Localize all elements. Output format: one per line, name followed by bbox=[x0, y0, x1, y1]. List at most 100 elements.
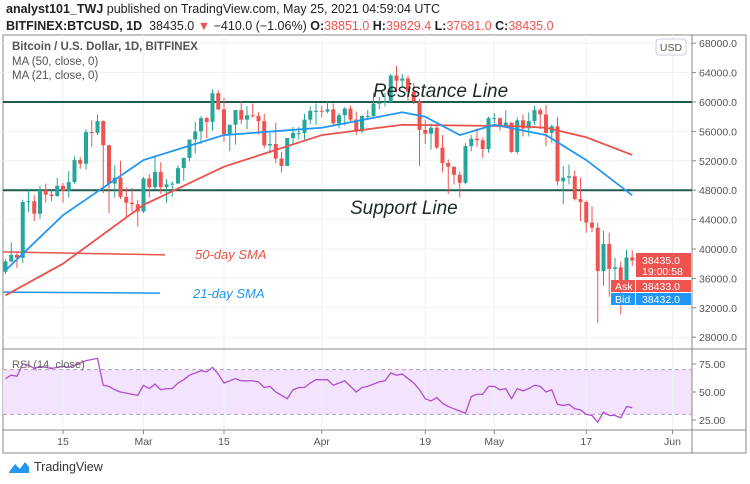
candle-body bbox=[492, 118, 497, 120]
candle-body bbox=[394, 75, 399, 81]
candle bbox=[199, 115, 203, 144]
tradingview-logo[interactable]: TradingView bbox=[8, 460, 103, 474]
candle-body bbox=[486, 118, 491, 150]
candle bbox=[319, 105, 324, 118]
candle-body bbox=[285, 138, 290, 166]
candle bbox=[118, 160, 123, 200]
candle-body bbox=[578, 199, 583, 202]
candle bbox=[250, 103, 255, 118]
candle-body bbox=[153, 171, 157, 188]
low-label: L: bbox=[434, 19, 447, 33]
candle bbox=[124, 187, 129, 219]
candle-body bbox=[72, 160, 77, 183]
candle-body bbox=[43, 190, 48, 195]
candle-body bbox=[49, 194, 54, 197]
candle bbox=[480, 137, 485, 158]
candle-body bbox=[572, 176, 577, 200]
candle bbox=[521, 114, 525, 137]
candle-body bbox=[314, 110, 318, 112]
ask-tag bbox=[611, 280, 635, 292]
candle bbox=[515, 117, 520, 155]
candle-body bbox=[61, 185, 65, 191]
candle-body bbox=[325, 109, 330, 112]
candle bbox=[561, 165, 566, 205]
candle bbox=[463, 143, 468, 185]
chart-canvas[interactable]: Resistance Line Support Line 50-day SMA 21-… bbox=[0, 0, 750, 456]
candle-body bbox=[331, 109, 336, 124]
bid-label: Bid bbox=[615, 294, 630, 306]
candle-body bbox=[348, 108, 353, 120]
candle-body bbox=[446, 163, 451, 167]
sma21-note-label: 21-day SMA bbox=[192, 286, 265, 301]
candle bbox=[503, 110, 508, 128]
candle-body bbox=[371, 103, 376, 116]
open-label: O: bbox=[310, 19, 325, 33]
candle bbox=[193, 121, 198, 154]
price-tick-label: 56000.0 bbox=[699, 126, 737, 138]
candle bbox=[613, 257, 617, 284]
candle bbox=[308, 106, 313, 125]
candle-body bbox=[15, 254, 19, 258]
candle-body bbox=[532, 110, 537, 122]
candle-body bbox=[32, 201, 37, 214]
candle-body bbox=[319, 110, 324, 112]
candle bbox=[601, 230, 606, 286]
candle-body bbox=[135, 204, 140, 212]
candle bbox=[216, 90, 221, 111]
candle-body bbox=[141, 178, 146, 212]
candle-body bbox=[227, 124, 232, 135]
candle-body bbox=[567, 176, 571, 178]
candle bbox=[141, 176, 146, 213]
candle-body bbox=[480, 140, 485, 150]
candle bbox=[135, 199, 140, 227]
candle bbox=[446, 159, 451, 194]
rsi-tick-label: 75.00 bbox=[699, 359, 725, 371]
candle-body bbox=[342, 108, 347, 116]
open-value: 38851.0 bbox=[324, 19, 370, 33]
close-value: 38435.0 bbox=[508, 19, 554, 33]
candle-body bbox=[296, 132, 301, 134]
candle-body bbox=[354, 119, 359, 132]
candle-body bbox=[365, 115, 370, 117]
candle bbox=[475, 128, 479, 147]
candle bbox=[170, 181, 175, 197]
bid-value: 38432.0 bbox=[642, 294, 680, 306]
candle-body bbox=[38, 190, 42, 214]
candle-body bbox=[20, 201, 25, 258]
candle bbox=[43, 183, 48, 203]
candle-body bbox=[526, 121, 531, 129]
candle-body bbox=[164, 184, 169, 188]
currency-badge bbox=[655, 38, 687, 56]
candle-body bbox=[308, 110, 313, 120]
candle bbox=[337, 113, 341, 129]
candle bbox=[187, 139, 192, 162]
ask-box bbox=[636, 280, 691, 292]
candle bbox=[434, 125, 439, 150]
candle-body bbox=[411, 91, 416, 102]
candle-body bbox=[469, 138, 474, 147]
time-tick-label: 17 bbox=[580, 436, 592, 448]
candle bbox=[377, 96, 382, 110]
candle-body bbox=[9, 254, 14, 262]
candle-body bbox=[503, 122, 508, 127]
sma21-note-line bbox=[2, 291, 161, 294]
candle-body bbox=[630, 257, 635, 261]
candle-body bbox=[158, 171, 163, 188]
candle-body bbox=[291, 132, 295, 139]
candle bbox=[95, 114, 100, 136]
candle-body bbox=[101, 121, 106, 146]
last-price: 38435.0 bbox=[149, 19, 195, 33]
price-change: −410.0 (−1.06%) bbox=[213, 19, 307, 33]
candle bbox=[555, 116, 560, 186]
author[interactable]: analyst101_TWJ bbox=[6, 2, 104, 16]
price-tick-label: 64000.0 bbox=[699, 68, 737, 80]
candle-body bbox=[279, 158, 284, 166]
candle-body bbox=[457, 174, 462, 183]
price-tick-label: 68000.0 bbox=[699, 38, 737, 50]
candle bbox=[440, 135, 445, 173]
candle bbox=[130, 187, 134, 212]
candle-body bbox=[95, 121, 100, 133]
candle-body bbox=[130, 202, 134, 205]
countdown-label: 19:00:58 bbox=[642, 266, 683, 278]
candle bbox=[9, 242, 14, 263]
